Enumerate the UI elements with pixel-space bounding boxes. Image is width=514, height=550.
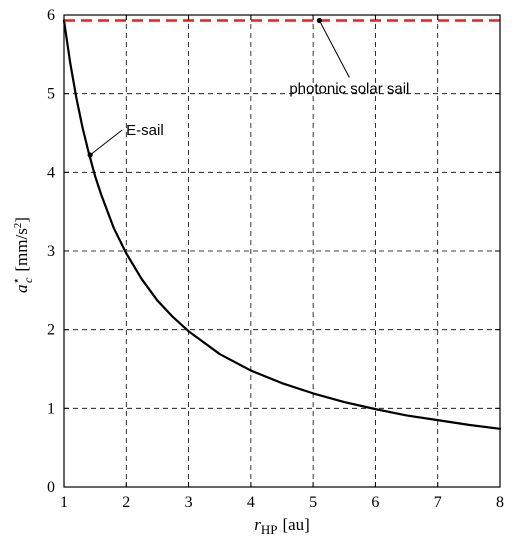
x-tick-label: 4 [247, 494, 255, 511]
x-axis-label-unit: [au] [282, 515, 309, 534]
x-axis-label: rHP [au] [254, 515, 310, 537]
y-axis-label-sub: c [21, 277, 35, 283]
grid-layer [64, 15, 500, 487]
photonic-annotation-leader [318, 20, 350, 78]
y-axis-label: a⋆c [mm/s2] [9, 217, 35, 293]
x-axis-label-sub: HP [261, 522, 278, 537]
y-tick-label: 2 [47, 322, 55, 339]
series-layer [62, 19, 502, 430]
esail-annotation-leader [89, 129, 123, 156]
x-tick-label: 3 [185, 494, 193, 511]
y-tick-label: 5 [47, 86, 55, 103]
y-tick-label: 4 [47, 164, 55, 181]
x-axis-label-main: r [254, 515, 261, 534]
x-tick-label: 5 [309, 494, 317, 511]
y-axis-label-sup: ⋆ [9, 277, 23, 285]
x-tick-label: 2 [122, 494, 130, 511]
y-axis-label-unit: [mm/s [12, 228, 31, 271]
x-tick-label: 1 [60, 494, 68, 511]
x-tick-label: 6 [371, 494, 379, 511]
y-axis-label-unit-sup: 2 [12, 223, 24, 229]
esail-series-line [62, 19, 502, 430]
photonic-annotation-label: photonic solar sail [289, 81, 409, 98]
esail-annotation-label: E-sail [126, 122, 164, 139]
esail-annotation-marker [87, 152, 93, 158]
x-tick-label: 7 [434, 494, 442, 511]
photonic-annotation-marker [316, 17, 322, 24]
y-axis-label-unit-close: ] [12, 217, 31, 223]
y-tick-label: 0 [47, 479, 55, 496]
x-tick-label: 8 [496, 494, 504, 511]
y-tick-label: 3 [47, 243, 55, 260]
y-tick-label: 1 [47, 400, 55, 417]
y-axis-label-main: a [12, 284, 31, 293]
annotation-layer: E-sail photonic solar sail [87, 17, 409, 158]
y-tick-label: 6 [47, 7, 55, 24]
